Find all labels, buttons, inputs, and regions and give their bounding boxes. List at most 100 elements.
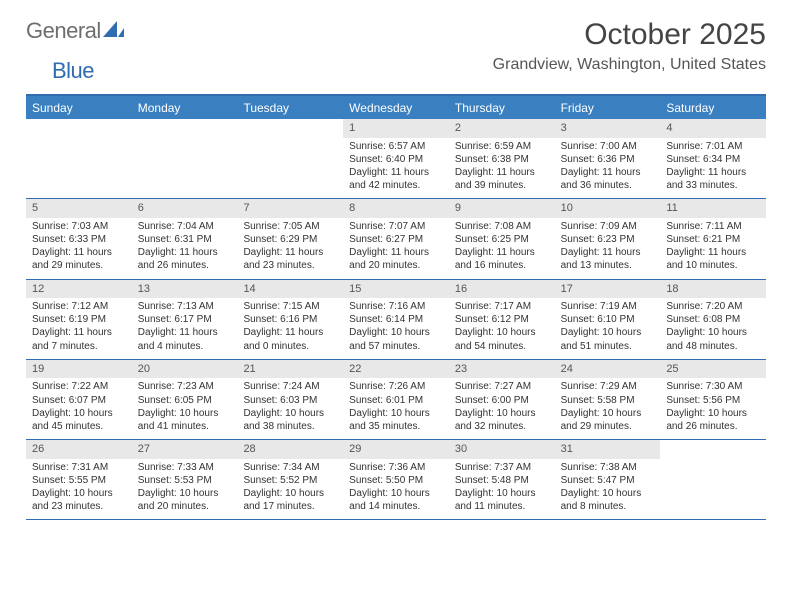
day-cell: 20Sunrise: 7:23 AMSunset: 6:05 PMDayligh… — [132, 360, 238, 439]
sunset-line: Sunset: 6:25 PM — [455, 233, 549, 246]
sunrise-line: Sunrise: 7:23 AM — [138, 380, 232, 393]
day-body: Sunrise: 7:15 AMSunset: 6:16 PMDaylight:… — [237, 300, 343, 355]
sunrise-line: Sunrise: 7:04 AM — [138, 220, 232, 233]
sunset-line: Sunset: 6:00 PM — [455, 394, 549, 407]
location-subtitle: Grandview, Washington, United States — [493, 56, 766, 74]
day-body: Sunrise: 6:57 AMSunset: 6:40 PMDaylight:… — [343, 140, 449, 195]
brand-logo: General — [26, 18, 127, 44]
day-cell: 4 Sunrise: 7:01 AMSunset: 6:34 PMDaylight… — [660, 119, 766, 198]
day-body: Sunrise: 7:23 AMSunset: 6:05 PMDaylight:… — [132, 380, 238, 435]
day-cell: 28Sunrise: 7:34 AMSunset: 5:52 PMDayligh… — [237, 440, 343, 519]
day-body: Sunrise: 7:03 AMSunset: 6:33 PMDaylight:… — [26, 220, 132, 275]
day-body: Sunrise: 7:17 AMSunset: 6:12 PMDaylight:… — [449, 300, 555, 355]
day-number — [132, 119, 238, 135]
sunset-line: Sunset: 6:08 PM — [666, 313, 760, 326]
daylight-line: Daylight: 11 hours and 39 minutes. — [455, 166, 549, 192]
dow-thursday: Thursday — [449, 96, 555, 119]
day-cell — [26, 119, 132, 198]
day-cell: 3Sunrise: 7:00 AMSunset: 6:36 PMDaylight… — [555, 119, 661, 198]
sunrise-line: Sunrise: 7:03 AM — [32, 220, 126, 233]
dow-sunday: Sunday — [26, 96, 132, 119]
sunset-line: Sunset: 5:48 PM — [455, 474, 549, 487]
day-number: 16 — [449, 280, 555, 299]
day-body: Sunrise: 7:12 AMSunset: 6:19 PMDaylight:… — [26, 300, 132, 355]
day-body: Sunrise: 7:13 AMSunset: 6:17 PMDaylight:… — [132, 300, 238, 355]
sunrise-line: Sunrise: 7:12 AM — [32, 300, 126, 313]
sunrise-line: Sunrise: 6:59 AM — [455, 140, 549, 153]
sunrise-line: Sunrise: 7:13 AM — [138, 300, 232, 313]
day-cell: 17Sunrise: 7:19 AMSunset: 6:10 PMDayligh… — [555, 280, 661, 359]
sunset-line: Sunset: 6:10 PM — [561, 313, 655, 326]
week-row: 19Sunrise: 7:22 AMSunset: 6:07 PM Dayligh… — [26, 360, 766, 440]
sunset-line: Sunset: 6:12 PM — [455, 313, 549, 326]
sunset-line: Sunset: 6:21 PM — [666, 233, 760, 246]
dow-tuesday: Tuesday — [237, 96, 343, 119]
day-cell: 6 Sunrise: 7:04 AMSunset: 6:31 PMDaylight… — [132, 199, 238, 278]
day-number: 31 — [555, 440, 661, 459]
week-row: 1Sunrise: 6:57 AMSunset: 6:40 PMDaylight… — [26, 119, 766, 199]
daylight-line: Daylight: 10 hours and 20 minutes. — [138, 487, 232, 513]
sunrise-line: Sunrise: 7:11 AM — [666, 220, 760, 233]
sunset-line: Sunset: 5:53 PM — [138, 474, 232, 487]
daylight-line: Daylight: 11 hours and 26 minutes. — [138, 246, 232, 272]
day-number: 4 — [660, 119, 766, 138]
daylight-line: Daylight: 10 hours and 8 minutes. — [561, 487, 655, 513]
sunrise-line: Sunrise: 7:31 AM — [32, 461, 126, 474]
sunrise-line: Sunrise: 7:27 AM — [455, 380, 549, 393]
week-row: 26Sunrise: 7:31 AMSunset: 5:55 PMDayligh… — [26, 440, 766, 520]
sunrise-line: Sunrise: 7:36 AM — [349, 461, 443, 474]
day-body: Sunrise: 7:08 AMSunset: 6:25 PMDaylight:… — [449, 220, 555, 275]
sunrise-line: Sunrise: 7:22 AM — [32, 380, 126, 393]
day-body: Sunrise: 7:36 AMSunset: 5:50 PMDaylight:… — [343, 461, 449, 516]
day-cell: 13Sunrise: 7:13 AMSunset: 6:17 PMDayligh… — [132, 280, 238, 359]
day-number: 6 — [132, 199, 238, 218]
day-body: Sunrise: 7:11 AMSunset: 6:21 PMDaylight:… — [660, 220, 766, 275]
day-number: 9 — [449, 199, 555, 218]
daylight-line: Daylight: 11 hours and 36 minutes. — [561, 166, 655, 192]
calendar-grid: SundayMondayTuesdayWednesdayThursdayFrid… — [26, 94, 766, 520]
day-cell: 31Sunrise: 7:38 AMSunset: 5:47 PMDayligh… — [555, 440, 661, 519]
day-number: 20 — [132, 360, 238, 379]
day-cell: 7Sunrise: 7:05 AMSunset: 6:29 PMDaylight… — [237, 199, 343, 278]
day-cell: 14Sunrise: 7:15 AMSunset: 6:16 PMDayligh… — [237, 280, 343, 359]
day-number: 19 — [26, 360, 132, 379]
day-cell: 8Sunrise: 7:07 AMSunset: 6:27 PMDaylight… — [343, 199, 449, 278]
daylight-line: Daylight: 10 hours and 51 minutes. — [561, 326, 655, 352]
day-number: 21 — [237, 360, 343, 379]
daylight-line: Daylight: 10 hours and 17 minutes. — [243, 487, 337, 513]
sunset-line: Sunset: 6:07 PM — [32, 394, 126, 407]
day-cell: 23Sunrise: 7:27 AMSunset: 6:00 PMDayligh… — [449, 360, 555, 439]
sunset-line: Sunset: 5:50 PM — [349, 474, 443, 487]
sunset-line: Sunset: 6:27 PM — [349, 233, 443, 246]
daylight-line: Daylight: 10 hours and 35 minutes. — [349, 407, 443, 433]
daylight-line: Daylight: 11 hours and 20 minutes. — [349, 246, 443, 272]
day-number — [26, 119, 132, 135]
sunset-line: Sunset: 6:05 PM — [138, 394, 232, 407]
day-number — [660, 440, 766, 456]
day-body: Sunrise: 7:29 AMSunset: 5:58 PMDaylight:… — [555, 380, 661, 435]
day-cell: 27Sunrise: 7:33 AMSunset: 5:53 PMDayligh… — [132, 440, 238, 519]
sunset-line: Sunset: 6:01 PM — [349, 394, 443, 407]
day-cell: 29Sunrise: 7:36 AMSunset: 5:50 PMDayligh… — [343, 440, 449, 519]
sunset-line: Sunset: 6:33 PM — [32, 233, 126, 246]
sunrise-line: Sunrise: 7:30 AM — [666, 380, 760, 393]
day-body: Sunrise: 7:34 AMSunset: 5:52 PMDaylight:… — [237, 461, 343, 516]
daylight-line: Daylight: 11 hours and 16 minutes. — [455, 246, 549, 272]
day-cell: 24Sunrise: 7:29 AMSunset: 5:58 PMDayligh… — [555, 360, 661, 439]
day-cell: 10Sunrise: 7:09 AMSunset: 6:23 PMDayligh… — [555, 199, 661, 278]
day-body: Sunrise: 7:01 AMSunset: 6:34 PMDaylight:… — [660, 140, 766, 195]
day-body: Sunrise: 7:30 AMSunset: 5:56 PMDaylight:… — [660, 380, 766, 435]
daylight-line: Daylight: 11 hours and 29 minutes. — [32, 246, 126, 272]
weeks-container: 1Sunrise: 6:57 AMSunset: 6:40 PMDaylight… — [26, 119, 766, 520]
day-body: Sunrise: 7:31 AMSunset: 5:55 PMDaylight:… — [26, 461, 132, 516]
daylight-line: Daylight: 11 hours and 23 minutes. — [243, 246, 337, 272]
sunset-line: Sunset: 6:23 PM — [561, 233, 655, 246]
day-cell: 5Sunrise: 7:03 AMSunset: 6:33 PMDaylight… — [26, 199, 132, 278]
sunset-line: Sunset: 6:17 PM — [138, 313, 232, 326]
day-body: Sunrise: 7:04 AMSunset: 6:31 PMDaylight:… — [132, 220, 238, 275]
day-body: Sunrise: 7:09 AMSunset: 6:23 PMDaylight:… — [555, 220, 661, 275]
sunset-line: Sunset: 6:19 PM — [32, 313, 126, 326]
day-cell: 22Sunrise: 7:26 AMSunset: 6:01 PMDayligh… — [343, 360, 449, 439]
sunrise-line: Sunrise: 7:00 AM — [561, 140, 655, 153]
day-number: 27 — [132, 440, 238, 459]
